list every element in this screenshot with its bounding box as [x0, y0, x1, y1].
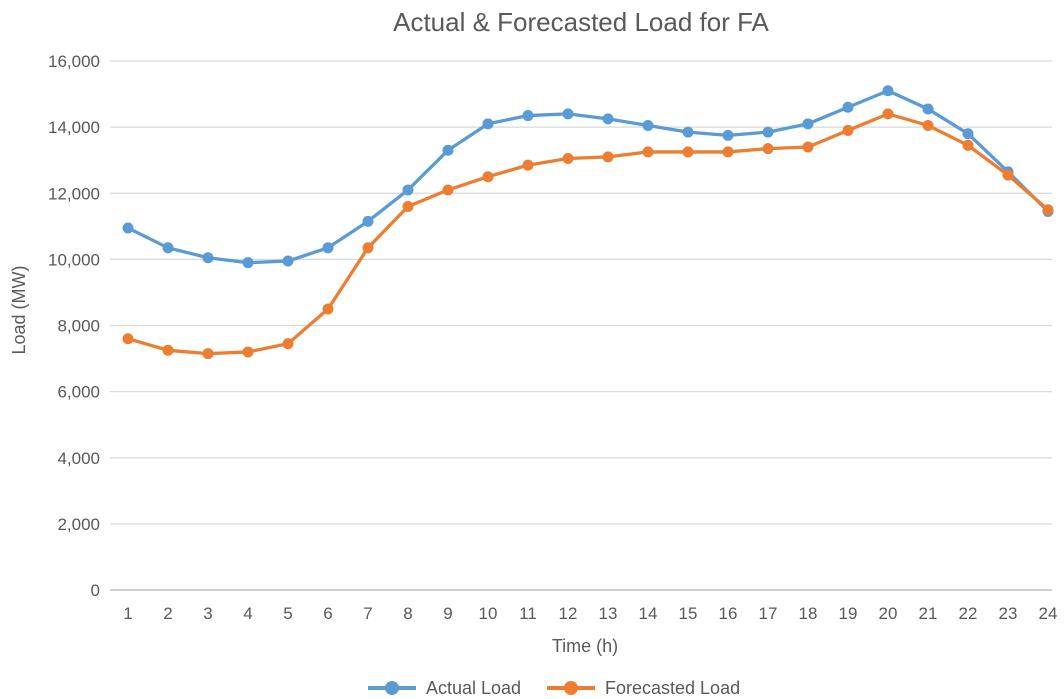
x-tick-label: 16	[719, 604, 738, 623]
data-point	[322, 303, 334, 315]
data-point	[842, 101, 854, 113]
data-point	[882, 108, 894, 120]
data-point	[482, 118, 494, 130]
data-point	[362, 242, 374, 254]
legend-marker-forecasted-load	[564, 681, 578, 695]
data-point	[722, 146, 734, 158]
data-point	[1042, 204, 1054, 216]
x-tick-label: 10	[479, 604, 498, 623]
data-point	[162, 344, 174, 356]
y-tick-label: 0	[91, 581, 100, 600]
x-tick-label: 4	[243, 604, 252, 623]
data-point	[362, 215, 374, 227]
data-point	[762, 143, 774, 155]
x-tick-label: 5	[283, 604, 292, 623]
data-point	[842, 124, 854, 136]
x-tick-label: 24	[1039, 604, 1058, 623]
data-point	[242, 346, 254, 358]
x-tick-label: 3	[203, 604, 212, 623]
y-tick-label: 6,000	[57, 383, 100, 402]
x-tick-label: 18	[799, 604, 818, 623]
x-tick-label: 20	[879, 604, 898, 623]
x-tick-label: 6	[323, 604, 332, 623]
data-point	[682, 146, 694, 158]
data-point	[402, 184, 414, 196]
data-point	[642, 146, 654, 158]
data-point	[202, 252, 214, 264]
legend-label-actual-load: Actual Load	[426, 678, 521, 698]
x-tick-label: 23	[999, 604, 1018, 623]
data-point	[882, 85, 894, 97]
x-tick-label: 19	[839, 604, 858, 623]
data-point	[762, 126, 774, 138]
series-line	[126, 112, 1050, 356]
y-tick-label: 16,000	[48, 52, 100, 71]
data-point	[282, 255, 294, 267]
data-point	[122, 333, 134, 345]
series-line	[126, 89, 1050, 265]
data-point	[442, 184, 454, 196]
data-point	[402, 200, 414, 212]
chart-title: Actual & Forecasted Load for FA	[393, 7, 769, 37]
data-point	[522, 159, 534, 171]
x-tick-label: 9	[443, 604, 452, 623]
y-axis-tick-labels: 0 2,000 4,000 6,000 8,000 10,000 12,000 14,000 1…	[48, 52, 100, 600]
legend-label-forecasted-load: Forecasted Load	[605, 678, 740, 698]
data-point	[202, 348, 214, 360]
data-point	[602, 113, 614, 125]
series-actual-load	[122, 85, 1054, 269]
data-point	[562, 153, 574, 165]
x-tick-label: 13	[599, 604, 618, 623]
x-tick-label: 7	[363, 604, 372, 623]
series-forecasted-load	[122, 108, 1054, 360]
y-tick-label: 2,000	[57, 515, 100, 534]
data-point	[722, 129, 734, 141]
x-tick-label: 12	[559, 604, 578, 623]
data-point	[962, 128, 974, 140]
x-tick-label: 11	[519, 604, 537, 623]
data-point	[802, 118, 814, 130]
x-axis-tick-labels: 1 2 3 4 5 6 7 8 9 10 11 12 13 14 15 16 17 18 19 20 21 22 23 24	[123, 604, 1057, 623]
legend-item-forecasted-load[interactable]: Forecasted Load	[547, 678, 740, 698]
data-point	[122, 222, 134, 234]
x-tick-label: 14	[639, 604, 658, 623]
data-point	[642, 119, 654, 131]
y-tick-label: 12,000	[48, 184, 100, 203]
data-point	[442, 144, 454, 156]
data-point	[482, 171, 494, 183]
y-tick-label: 4,000	[57, 449, 100, 468]
x-axis-title: Time (h)	[552, 636, 618, 656]
data-point	[682, 126, 694, 138]
legend-item-actual-load[interactable]: Actual Load	[368, 678, 521, 698]
y-axis-title: Load (MW)	[9, 265, 29, 354]
x-tick-label: 17	[759, 604, 778, 623]
y-tick-label: 10,000	[48, 250, 100, 269]
data-point	[922, 103, 934, 115]
x-tick-label: 2	[163, 604, 172, 623]
x-tick-label: 15	[679, 604, 698, 623]
data-point	[322, 242, 334, 254]
legend-marker-actual-load	[385, 681, 399, 695]
data-point	[562, 108, 574, 120]
x-tick-label: 8	[403, 604, 412, 623]
x-tick-label: 1	[123, 604, 132, 623]
x-tick-label: 22	[959, 604, 978, 623]
y-tick-label: 8,000	[57, 317, 100, 336]
series-layer	[122, 85, 1054, 360]
legend: Actual Load Forecasted Load	[368, 678, 740, 698]
data-point	[1002, 169, 1014, 181]
data-point	[242, 257, 254, 269]
data-point	[802, 141, 814, 153]
data-point	[282, 338, 294, 350]
x-tick-label: 21	[919, 604, 938, 623]
data-point	[162, 242, 174, 254]
data-point	[602, 151, 614, 163]
data-point	[962, 139, 974, 151]
data-point	[922, 119, 934, 131]
y-tick-label: 14,000	[48, 118, 100, 137]
data-point	[522, 110, 534, 122]
gridlines	[110, 60, 1052, 591]
